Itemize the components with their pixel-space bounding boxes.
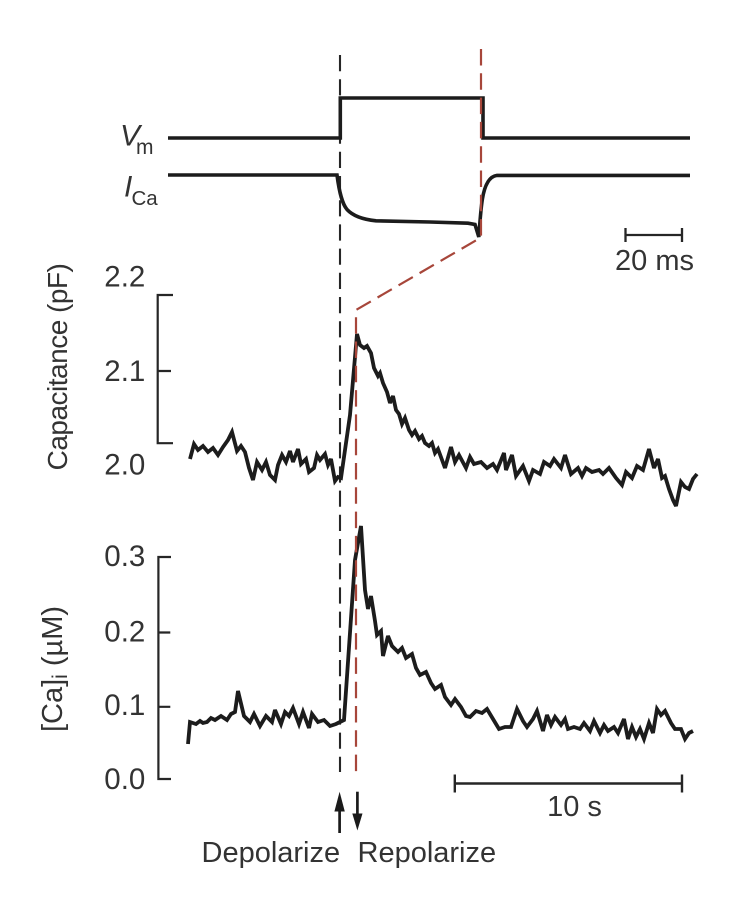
svg-text:V: V bbox=[120, 120, 143, 153]
svg-text:0.0: 0.0 bbox=[104, 763, 145, 796]
svg-text:0.2: 0.2 bbox=[104, 615, 145, 648]
svg-text:2.2: 2.2 bbox=[104, 261, 145, 294]
svg-text:Depolarize: Depolarize bbox=[202, 837, 341, 869]
svg-text:10 s: 10 s bbox=[547, 791, 602, 823]
svg-text:Repolarize: Repolarize bbox=[358, 837, 497, 869]
svg-text:m: m bbox=[136, 136, 154, 159]
svg-text:0.1: 0.1 bbox=[104, 689, 145, 722]
svg-text:Capacitance (pF): Capacitance (pF) bbox=[42, 264, 73, 471]
svg-text:2.1: 2.1 bbox=[104, 355, 145, 388]
svg-text:I: I bbox=[124, 171, 132, 204]
svg-text:2.0: 2.0 bbox=[104, 449, 145, 482]
svg-text:20 ms: 20 ms bbox=[615, 245, 694, 277]
svg-text:[Ca]i (µM): [Ca]i (µM) bbox=[37, 606, 72, 732]
svg-text:Ca: Ca bbox=[132, 187, 159, 210]
svg-text:0.3: 0.3 bbox=[104, 540, 145, 573]
